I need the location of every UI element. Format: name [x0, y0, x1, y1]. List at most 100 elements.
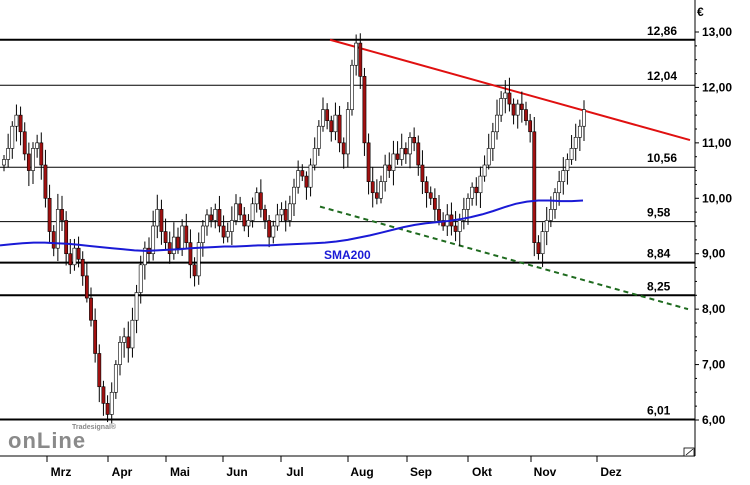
candle-body	[271, 225, 276, 238]
candle-body	[470, 186, 475, 199]
candle-body	[424, 181, 429, 194]
candle-body	[300, 170, 305, 177]
level-label: 8,25	[647, 279, 671, 293]
x-tick-label: Dez	[600, 465, 621, 479]
candle-body	[60, 209, 64, 221]
candle-body	[225, 231, 230, 238]
candle-body	[93, 319, 98, 354]
candle-body	[354, 42, 359, 66]
candle-body	[416, 142, 421, 166]
candle-body	[159, 209, 164, 232]
candle-body	[184, 225, 189, 243]
axes: 13,00 12,00 11,00 10,00 9,00 8,00 7,00 6,00 Mrz A…	[0, 0, 732, 479]
logo-brand: Tradesignal®	[72, 423, 117, 431]
candle-body	[155, 209, 160, 227]
y-tick-label: 11,00	[702, 136, 732, 150]
level-label: 8,84	[647, 247, 671, 261]
candle-body	[482, 164, 487, 177]
candle-body	[345, 109, 350, 155]
y-tick-label: 12,00	[702, 80, 732, 94]
candle-body	[329, 120, 334, 133]
candle-body	[536, 242, 541, 255]
candle-body	[10, 125, 15, 149]
candle-body	[246, 220, 251, 227]
candle-body	[51, 231, 56, 249]
candle-body	[39, 142, 44, 166]
resize-handle-icon[interactable]	[683, 447, 695, 457]
candle-body	[532, 131, 537, 243]
candle-body	[366, 142, 371, 182]
candle-body	[379, 181, 383, 199]
candle-body	[374, 192, 379, 199]
candle-body	[142, 247, 147, 266]
candle-body	[47, 197, 52, 232]
candle-body	[507, 92, 512, 105]
candle-body	[495, 114, 499, 133]
candle-body	[80, 258, 85, 277]
candle-body	[118, 342, 122, 365]
candle-body	[55, 209, 60, 249]
candle-body	[582, 109, 586, 127]
candle-body	[122, 336, 127, 343]
candle-body	[370, 181, 375, 194]
candle-body	[221, 225, 226, 238]
candle-body	[97, 353, 102, 388]
logo-text: onLine	[8, 428, 86, 453]
candle-body	[113, 364, 118, 393]
candle-body	[254, 192, 259, 205]
candle-body	[412, 137, 417, 144]
candle-body	[408, 137, 412, 155]
sma200-line	[0, 199, 584, 252]
sma-line	[0, 199, 584, 252]
candle-body	[35, 142, 40, 149]
support-trendline	[319, 205, 689, 311]
candle-body	[437, 209, 441, 221]
candle-body	[511, 103, 516, 116]
x-tick-label: Okt	[472, 465, 492, 479]
candle-body	[490, 131, 495, 149]
logo: Tradesignal® onLine	[8, 423, 117, 453]
candle-body	[399, 148, 404, 160]
candlesticks	[2, 33, 586, 424]
level-label: 9,58	[647, 206, 671, 220]
candle-body	[167, 242, 172, 255]
candle-body	[557, 181, 562, 194]
candle-body	[68, 253, 73, 266]
x-tick-label: Mai	[170, 465, 190, 479]
candle-body	[130, 319, 135, 349]
y-tick-label: 10,00	[702, 191, 732, 205]
candle-body	[383, 164, 388, 182]
candle-body	[229, 220, 234, 232]
candle-body	[548, 209, 553, 221]
candle-body	[350, 64, 354, 110]
candle-body	[441, 220, 446, 227]
candle-body	[275, 214, 280, 227]
candle-body	[478, 175, 483, 194]
level-label: 12,86	[647, 24, 677, 38]
resistance-trendline	[329, 38, 691, 142]
candle-body	[217, 209, 222, 227]
candle-body	[341, 142, 346, 155]
candle-body	[528, 120, 533, 133]
y-tick-label: 13,00	[702, 25, 732, 39]
candle-body	[474, 186, 479, 194]
candle-body	[387, 164, 392, 171]
candle-body	[312, 148, 317, 166]
candle-body	[105, 403, 110, 415]
sma-label: SMA200	[324, 248, 371, 262]
candle-body	[565, 159, 570, 171]
candle-body	[213, 209, 218, 221]
x-tick-label: Sep	[410, 465, 432, 479]
candle-body	[519, 103, 524, 110]
candle-body	[89, 297, 93, 321]
candle-body	[296, 170, 301, 188]
candle-body	[14, 114, 19, 127]
candle-body	[18, 114, 23, 133]
candle-body	[2, 159, 6, 166]
candle-body	[569, 148, 574, 160]
candle-body	[283, 209, 288, 221]
y-tick-label: 6,00	[702, 413, 726, 427]
candle-body	[515, 103, 520, 116]
candle-body	[22, 131, 27, 155]
candle-body	[540, 231, 545, 255]
